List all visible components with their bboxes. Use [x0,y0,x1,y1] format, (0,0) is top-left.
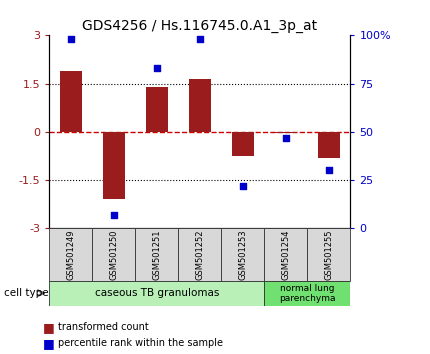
Bar [264,281,350,306]
Bar [232,132,254,156]
Bar [221,228,264,281]
Text: GSM501251: GSM501251 [153,230,161,280]
Bar [275,132,297,133]
Text: percentile rank within the sample: percentile rank within the sample [58,338,223,348]
Point [197,36,203,42]
Text: cell type: cell type [4,288,49,298]
Bar [92,228,135,281]
Bar [318,132,340,158]
Point [326,167,332,173]
Bar [103,132,125,199]
Text: normal lung
parenchyma: normal lung parenchyma [279,284,336,303]
Text: GSM501254: GSM501254 [282,230,290,280]
Text: GSM501253: GSM501253 [239,229,247,280]
Text: caseous TB granulomas: caseous TB granulomas [95,289,219,298]
Text: ■: ■ [43,337,55,350]
Point [154,65,160,71]
Point [240,183,246,189]
Point [68,36,74,42]
Text: GSM501250: GSM501250 [110,230,118,280]
Bar [60,71,82,132]
Bar [49,228,92,281]
Bar [178,228,221,281]
Text: GSM501249: GSM501249 [67,230,75,280]
Title: GDS4256 / Hs.116745.0.A1_3p_at: GDS4256 / Hs.116745.0.A1_3p_at [83,19,317,33]
Bar [189,79,211,132]
Point [111,212,117,218]
Point [283,135,289,141]
Text: GSM501255: GSM501255 [325,230,333,280]
Bar [264,228,307,281]
Text: GSM501252: GSM501252 [196,230,204,280]
Bar [146,87,168,132]
Text: transformed count: transformed count [58,322,149,332]
Text: ■: ■ [43,321,55,334]
Bar [307,228,350,281]
Bar [135,228,178,281]
Bar [49,281,264,306]
